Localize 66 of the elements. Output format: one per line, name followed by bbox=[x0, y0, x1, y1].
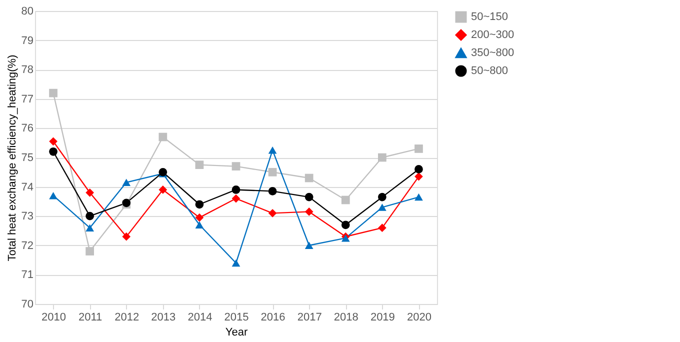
point bbox=[86, 247, 94, 256]
point bbox=[341, 196, 350, 204]
x-tick-label: 2020 bbox=[406, 312, 432, 324]
y-tick-label: 80 bbox=[21, 6, 34, 18]
point bbox=[158, 132, 168, 142]
point bbox=[86, 188, 94, 197]
x-tick-label: 2019 bbox=[370, 312, 395, 324]
point bbox=[414, 144, 423, 153]
point bbox=[49, 192, 58, 200]
x-axis-title: Year bbox=[225, 326, 248, 338]
y-tick-label: 74 bbox=[21, 181, 34, 194]
x-tick-label: 2017 bbox=[297, 312, 322, 324]
point bbox=[122, 178, 131, 186]
x-tick-label: 2010 bbox=[42, 312, 66, 324]
y-tick-label: 75 bbox=[21, 152, 34, 164]
point bbox=[378, 153, 386, 162]
y-tick-label: 70 bbox=[21, 298, 34, 310]
point bbox=[232, 162, 240, 170]
legend-label: 350~800 bbox=[471, 47, 514, 59]
point bbox=[232, 186, 240, 194]
point bbox=[378, 192, 386, 202]
point bbox=[232, 259, 240, 267]
y-tick-label: 76 bbox=[21, 122, 34, 135]
point bbox=[195, 221, 204, 229]
y-tick-label: 77 bbox=[21, 93, 34, 106]
point bbox=[86, 224, 94, 232]
point bbox=[268, 187, 277, 196]
legend-label: 50~150 bbox=[471, 11, 508, 23]
point bbox=[378, 224, 386, 232]
y-tick-label: 73 bbox=[21, 210, 34, 223]
y-axis-title: Total heat exchange efficiency_heating(%) bbox=[6, 54, 18, 262]
point bbox=[268, 146, 277, 154]
point bbox=[304, 174, 314, 182]
point bbox=[304, 242, 314, 250]
x-tick-label: 2015 bbox=[224, 312, 249, 324]
point bbox=[86, 212, 94, 220]
point bbox=[49, 137, 58, 146]
point bbox=[414, 165, 423, 174]
y-tick-label: 78 bbox=[21, 64, 34, 76]
point bbox=[268, 208, 277, 218]
y-tick-label: 71 bbox=[21, 269, 34, 282]
x-tick-label: 2016 bbox=[260, 312, 286, 324]
point bbox=[304, 192, 314, 202]
point bbox=[195, 213, 204, 222]
point bbox=[122, 232, 131, 241]
point bbox=[268, 168, 277, 176]
point bbox=[49, 147, 58, 156]
point bbox=[195, 200, 204, 209]
point bbox=[414, 193, 423, 201]
point bbox=[232, 194, 240, 203]
y-tick-label: 79 bbox=[21, 34, 34, 47]
y-tick-label: 72 bbox=[21, 240, 34, 252]
point bbox=[304, 208, 314, 216]
x-tick-label: 2012 bbox=[114, 312, 140, 324]
x-tick-label: 2018 bbox=[334, 312, 358, 324]
x-tick-label: 2014 bbox=[188, 312, 212, 324]
point bbox=[158, 168, 168, 176]
point bbox=[341, 220, 350, 230]
x-tick-label: 2013 bbox=[151, 312, 176, 324]
point bbox=[378, 204, 386, 211]
x-tick-label: 2011 bbox=[78, 312, 102, 324]
legend-label: 200~300 bbox=[471, 29, 514, 41]
point bbox=[49, 88, 58, 98]
legend-label: 50~800 bbox=[471, 65, 508, 77]
point bbox=[158, 186, 168, 194]
point bbox=[195, 160, 204, 170]
